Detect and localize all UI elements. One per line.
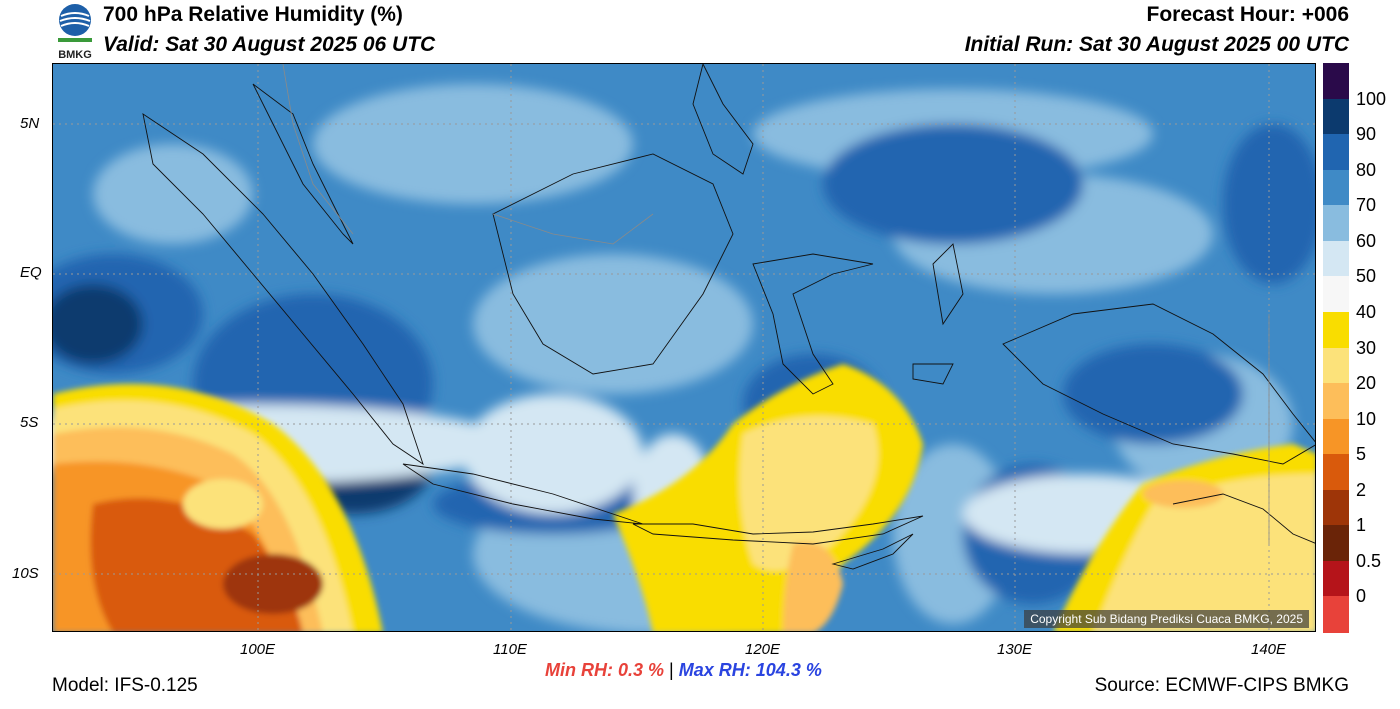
min-rh-label: Min RH: [545,660,613,680]
lat-label-10s: 10S [12,565,39,582]
bmkg-logo: BMKG [50,2,100,61]
min-rh-value: 0.3 % [618,660,665,680]
legend-label: 70 [1356,195,1377,216]
legend-swatch [1323,489,1349,526]
legend-swatch [1323,311,1349,348]
lon-label-110e: 110E [493,641,527,658]
legend-label: 80 [1356,159,1377,180]
valid-time: Valid: Sat 30 August 2025 06 UTC [103,33,436,56]
lon-label-140e: 140E [1251,641,1287,658]
legend-label: 5 [1356,444,1367,465]
lat-label-5n: 5N [20,115,40,132]
lon-label-130e: 130E [997,641,1033,658]
legend-label: 100 [1356,88,1387,109]
min-max-summary: Min RH: 0.3 % | Max RH: 104.3 % [545,661,822,679]
legend-label: 40 [1356,301,1377,322]
legend-swatch [1323,383,1349,420]
legend-swatch [1323,525,1349,562]
separator: | [669,660,674,680]
initial-run: Initial Run: Sat 30 August 2025 00 UTC [964,33,1349,56]
legend-label: 1 [1356,515,1367,536]
legend-label: 50 [1356,266,1377,287]
legend-swatch [1323,134,1349,171]
legend-label: 10 [1356,408,1377,429]
lat-label-eq: EQ [20,264,42,281]
legend-swatch [1323,276,1349,313]
svg-text:BMKG: BMKG [58,49,92,60]
color-legend [1323,63,1349,633]
model-name: Model: IFS-0.125 [52,675,198,696]
map-title: 700 hPa Relative Humidity (%) [103,3,403,26]
legend-label: 0 [1356,586,1367,607]
legend-swatch [1323,98,1349,135]
legend-swatch [1323,560,1349,597]
copyright-notice: Copyright Sub Bidang Prediksi Cuaca BMKG… [1024,610,1309,628]
legend-swatch [1323,418,1349,455]
legend-swatch [1323,596,1349,633]
legend-label: 0.5 [1356,550,1382,571]
legend-label: 30 [1356,337,1377,358]
lat-label-5s: 5S [20,414,39,431]
legend-swatch [1323,240,1349,277]
legend-swatch [1323,63,1349,100]
lon-label-100e: 100E [240,641,276,658]
legend-swatch [1323,205,1349,242]
data-source: Source: ECMWF-CIPS BMKG [1094,675,1349,696]
max-rh-value: 104.3 % [755,660,822,680]
legend-label: 90 [1356,124,1377,145]
forecast-hour: Forecast Hour: +006 [1146,3,1350,26]
legend-label: 20 [1356,373,1377,394]
humidity-map: Copyright Sub Bidang Prediksi Cuaca BMKG… [52,63,1316,632]
coastlines [142,64,1315,570]
legend-label: 60 [1356,230,1377,251]
legend-swatch [1323,169,1349,206]
humidity-field [53,64,1315,631]
legend-label: 2 [1356,479,1367,500]
lon-label-120e: 120E [745,641,781,658]
legend-swatch [1323,454,1349,491]
max-rh-label: Max RH: [678,660,751,680]
legend-swatch [1323,347,1349,384]
